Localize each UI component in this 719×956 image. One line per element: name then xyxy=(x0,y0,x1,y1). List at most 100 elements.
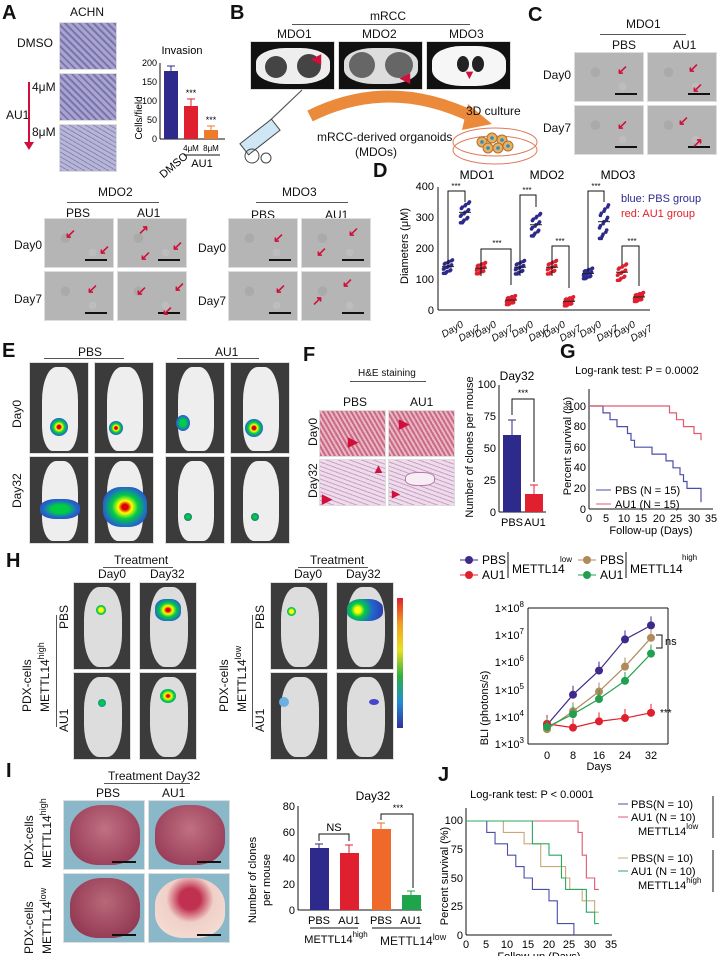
panel-label-a: A xyxy=(2,2,17,24)
h-day0-right: Day0 xyxy=(294,567,323,581)
h-group-label-high: PDX-cells METTL14high xyxy=(20,642,52,712)
svg-text:0: 0 xyxy=(544,750,550,762)
i-row-label-low: PDX-cells METTL14low xyxy=(22,887,54,954)
svg-text:1×106: 1×106 xyxy=(495,654,525,669)
c2-group-mdo2: MDO2 xyxy=(98,185,133,199)
svg-text:200: 200 xyxy=(142,58,157,68)
panel-label-c: C xyxy=(528,4,543,26)
svg-text:5: 5 xyxy=(603,513,609,525)
he-image-pbs-day0: ▶ xyxy=(319,410,386,457)
svg-text:PBS: PBS xyxy=(501,517,523,529)
c-row-day0: Day0 xyxy=(543,68,572,82)
svg-text:MDO2: MDO2 xyxy=(530,168,565,182)
he-title: H&E staining xyxy=(358,368,416,379)
svg-text:32: 32 xyxy=(645,750,657,762)
row-label-4um: 4μM xyxy=(32,80,56,94)
c-group-mdo1: MDO1 xyxy=(626,17,661,31)
chart-d-diameters: MDO1 MDO2 MDO3 Diameters (μM) 0 100 200 300… xyxy=(399,168,701,344)
svg-text:50: 50 xyxy=(147,115,157,125)
svg-text:10: 10 xyxy=(501,939,513,951)
svg-text:75: 75 xyxy=(451,844,463,856)
svg-text:***: *** xyxy=(518,388,529,398)
c-bracket xyxy=(600,34,686,35)
svg-text:100: 100 xyxy=(568,401,586,413)
e-col-au1: AU1 xyxy=(215,345,239,359)
bli-image-high-pbs-day0 xyxy=(73,582,131,670)
svg-text:24: 24 xyxy=(619,750,631,762)
h-bracket-right xyxy=(298,567,368,568)
svg-text:PBS(N = 10): PBS(N = 10) xyxy=(631,799,693,811)
svg-text:Percent survival (%): Percent survival (%) xyxy=(439,827,451,925)
invasion-image-4um xyxy=(59,73,117,121)
c3-bracket xyxy=(256,202,348,203)
svg-text:Day32: Day32 xyxy=(356,789,391,803)
mrcc-bracket xyxy=(292,24,470,25)
svg-text:80: 80 xyxy=(574,421,586,433)
i-group-low: METTL14low xyxy=(380,932,447,948)
f-row-day32: Day32 xyxy=(306,463,320,498)
h-row-divider-left xyxy=(56,615,57,727)
organoid-caption-2: (MDOs) xyxy=(355,145,397,159)
svg-text:8: 8 xyxy=(570,750,576,762)
scan-label-mdo2: MDO2 xyxy=(362,27,397,41)
svg-text:Follow-up (Days): Follow-up (Days) xyxy=(497,951,580,956)
bli-image-low-au1-day0 xyxy=(270,672,328,760)
e-bracket-pbs xyxy=(44,358,124,359)
lesion-arrow-mdo1: ◀ xyxy=(311,51,321,66)
organoid-derivation-diagram xyxy=(239,89,538,165)
c-col-pbs: PBS xyxy=(612,38,637,52)
svg-text:1×104: 1×104 xyxy=(495,709,525,724)
h-day0-left: Day0 xyxy=(98,567,127,581)
he-image-au1-day32: ▶ xyxy=(388,459,455,506)
svg-text:blue: PBS group: blue: PBS group xyxy=(621,193,701,205)
e-bracket-au1 xyxy=(177,358,259,359)
svg-text:low: low xyxy=(560,555,572,564)
organoid-image-mdo3-pbs-day7: ↙ xyxy=(228,271,298,321)
svg-text:***: *** xyxy=(206,115,217,125)
svg-text:AU1 (N = 15): AU1 (N = 15) xyxy=(615,499,680,511)
organoid-image-mdo1-au1-day0: ↙ ↙ xyxy=(647,52,717,102)
svg-text:***: *** xyxy=(627,237,636,246)
lung-image-high-pbs xyxy=(63,800,145,870)
organoid-image-mdo1-pbs-day7: ↙ xyxy=(574,105,644,155)
svg-text:***: *** xyxy=(492,239,501,248)
dish-label: 3D culture xyxy=(466,104,521,118)
i-title-underline xyxy=(104,783,190,784)
row-label-8um: 8μM xyxy=(32,125,56,139)
h-day32-right: Day32 xyxy=(346,567,381,581)
svg-text:Diameters (μM): Diameters (μM) xyxy=(399,208,411,284)
bli-color-scale-bar xyxy=(397,598,403,728)
svg-text:METTL14high: METTL14high xyxy=(304,930,367,946)
svg-text:80: 80 xyxy=(283,801,295,813)
chart-j-survival: Log-rank test: P < 0.0001 Percent surviv… xyxy=(439,789,714,956)
organoid-image-mdo3-pbs-day0: ↙ xyxy=(228,218,298,268)
chart-i-clones: Day32 Number of clones per mouse 0 20 40 60… xyxy=(247,789,422,946)
svg-text:15: 15 xyxy=(635,513,647,525)
svg-text:20: 20 xyxy=(543,939,555,951)
c2-col-au1: AU1 xyxy=(137,206,161,220)
dose-arrow-line xyxy=(28,82,30,144)
panel-label-f: F xyxy=(303,344,316,366)
svg-text:50: 50 xyxy=(451,873,463,885)
svg-text:***: *** xyxy=(186,88,197,98)
svg-text:0: 0 xyxy=(428,305,434,317)
bli-image-pbs2-day32 xyxy=(94,456,154,544)
svg-text:60: 60 xyxy=(574,442,586,454)
bli-image-low-pbs-day32 xyxy=(336,582,394,670)
organoid-image-mdo1-pbs-day0: ↙ xyxy=(574,52,644,102)
svg-text:25: 25 xyxy=(484,475,496,487)
lesion-arrow-mdo3: ▼ xyxy=(463,67,476,82)
panel-label-g: G xyxy=(560,341,576,363)
h-treatment-left: Treatment xyxy=(114,553,169,567)
svg-text:MDO3: MDO3 xyxy=(601,168,636,182)
svg-text:AU1 (N = 10): AU1 (N = 10) xyxy=(631,866,696,878)
svg-text:AU1: AU1 xyxy=(400,915,421,927)
panel-label-d: D xyxy=(373,160,388,182)
i-col-pbs: PBS xyxy=(96,786,121,800)
bli-image-high-pbs-day32 xyxy=(139,582,197,670)
bli-image-high-au1-day0 xyxy=(73,672,131,760)
h-row-pbs-left: PBS xyxy=(57,604,71,629)
svg-text:PBS: PBS xyxy=(308,915,330,927)
organoid-image-mdo2-au1-day0: ↗ ↙ ↙ xyxy=(117,218,187,268)
bli-image-low-pbs-day0 xyxy=(270,582,328,670)
